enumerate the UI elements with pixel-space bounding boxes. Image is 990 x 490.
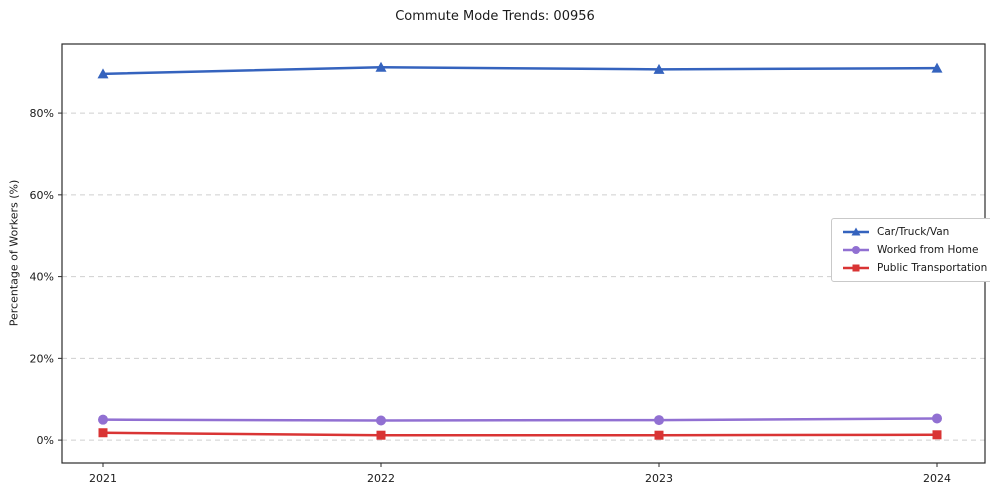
- marker-triangle: [97, 68, 109, 79]
- series-line-worked-from-home: [101, 417, 939, 422]
- chart-legend: Car/Truck/Van Worked from Home Public Tran…: [831, 218, 990, 282]
- marker-circle: [654, 415, 664, 426]
- marker-triangle: [931, 62, 943, 73]
- marker-square: [932, 430, 942, 440]
- y-tick-label: 20%: [30, 352, 54, 365]
- legend-item-public-transportation: Public Transportation: [842, 262, 987, 274]
- marker-triangle: [851, 227, 861, 236]
- x-tick-label: 2022: [367, 472, 395, 485]
- marker-circle: [98, 414, 108, 425]
- marker-triangle: [375, 61, 387, 72]
- series-line-car-truck-van: [101, 66, 939, 76]
- marker-circle: [852, 246, 860, 254]
- legend-sample-square-icon: [843, 264, 869, 272]
- legend-item-worked-from-home: Worked from Home: [842, 244, 987, 256]
- legend-sample-circle-icon: [843, 246, 869, 254]
- y-tick-label: 60%: [30, 189, 54, 202]
- marker-square: [376, 430, 386, 440]
- legend-label: Car/Truck/Van: [877, 226, 950, 238]
- marker-circle: [932, 413, 942, 424]
- marker-square: [852, 264, 860, 272]
- legend-label: Public Transportation: [877, 262, 988, 274]
- marker-square: [654, 430, 664, 440]
- chart-title: Commute Mode Trends: 00956: [395, 9, 595, 24]
- y-axis-label: Percentage of Workers (%): [7, 179, 21, 327]
- y-tick-label: 40%: [30, 271, 54, 284]
- marker-circle: [376, 415, 386, 426]
- marker-triangle: [653, 63, 665, 74]
- marker-square: [98, 428, 108, 438]
- y-tick-label: 0%: [37, 434, 54, 447]
- legend-label: Worked from Home: [877, 244, 979, 256]
- legend-sample-triangle-icon: [843, 227, 869, 236]
- legend-item-car-truck-van: Car/Truck/Van: [842, 226, 987, 238]
- x-tick-label: 2021: [89, 472, 117, 485]
- series-line-public-transportation: [101, 431, 939, 437]
- y-tick-label: 80%: [30, 107, 54, 120]
- x-tick-label: 2023: [645, 472, 673, 485]
- x-tick-label: 2024: [923, 472, 951, 485]
